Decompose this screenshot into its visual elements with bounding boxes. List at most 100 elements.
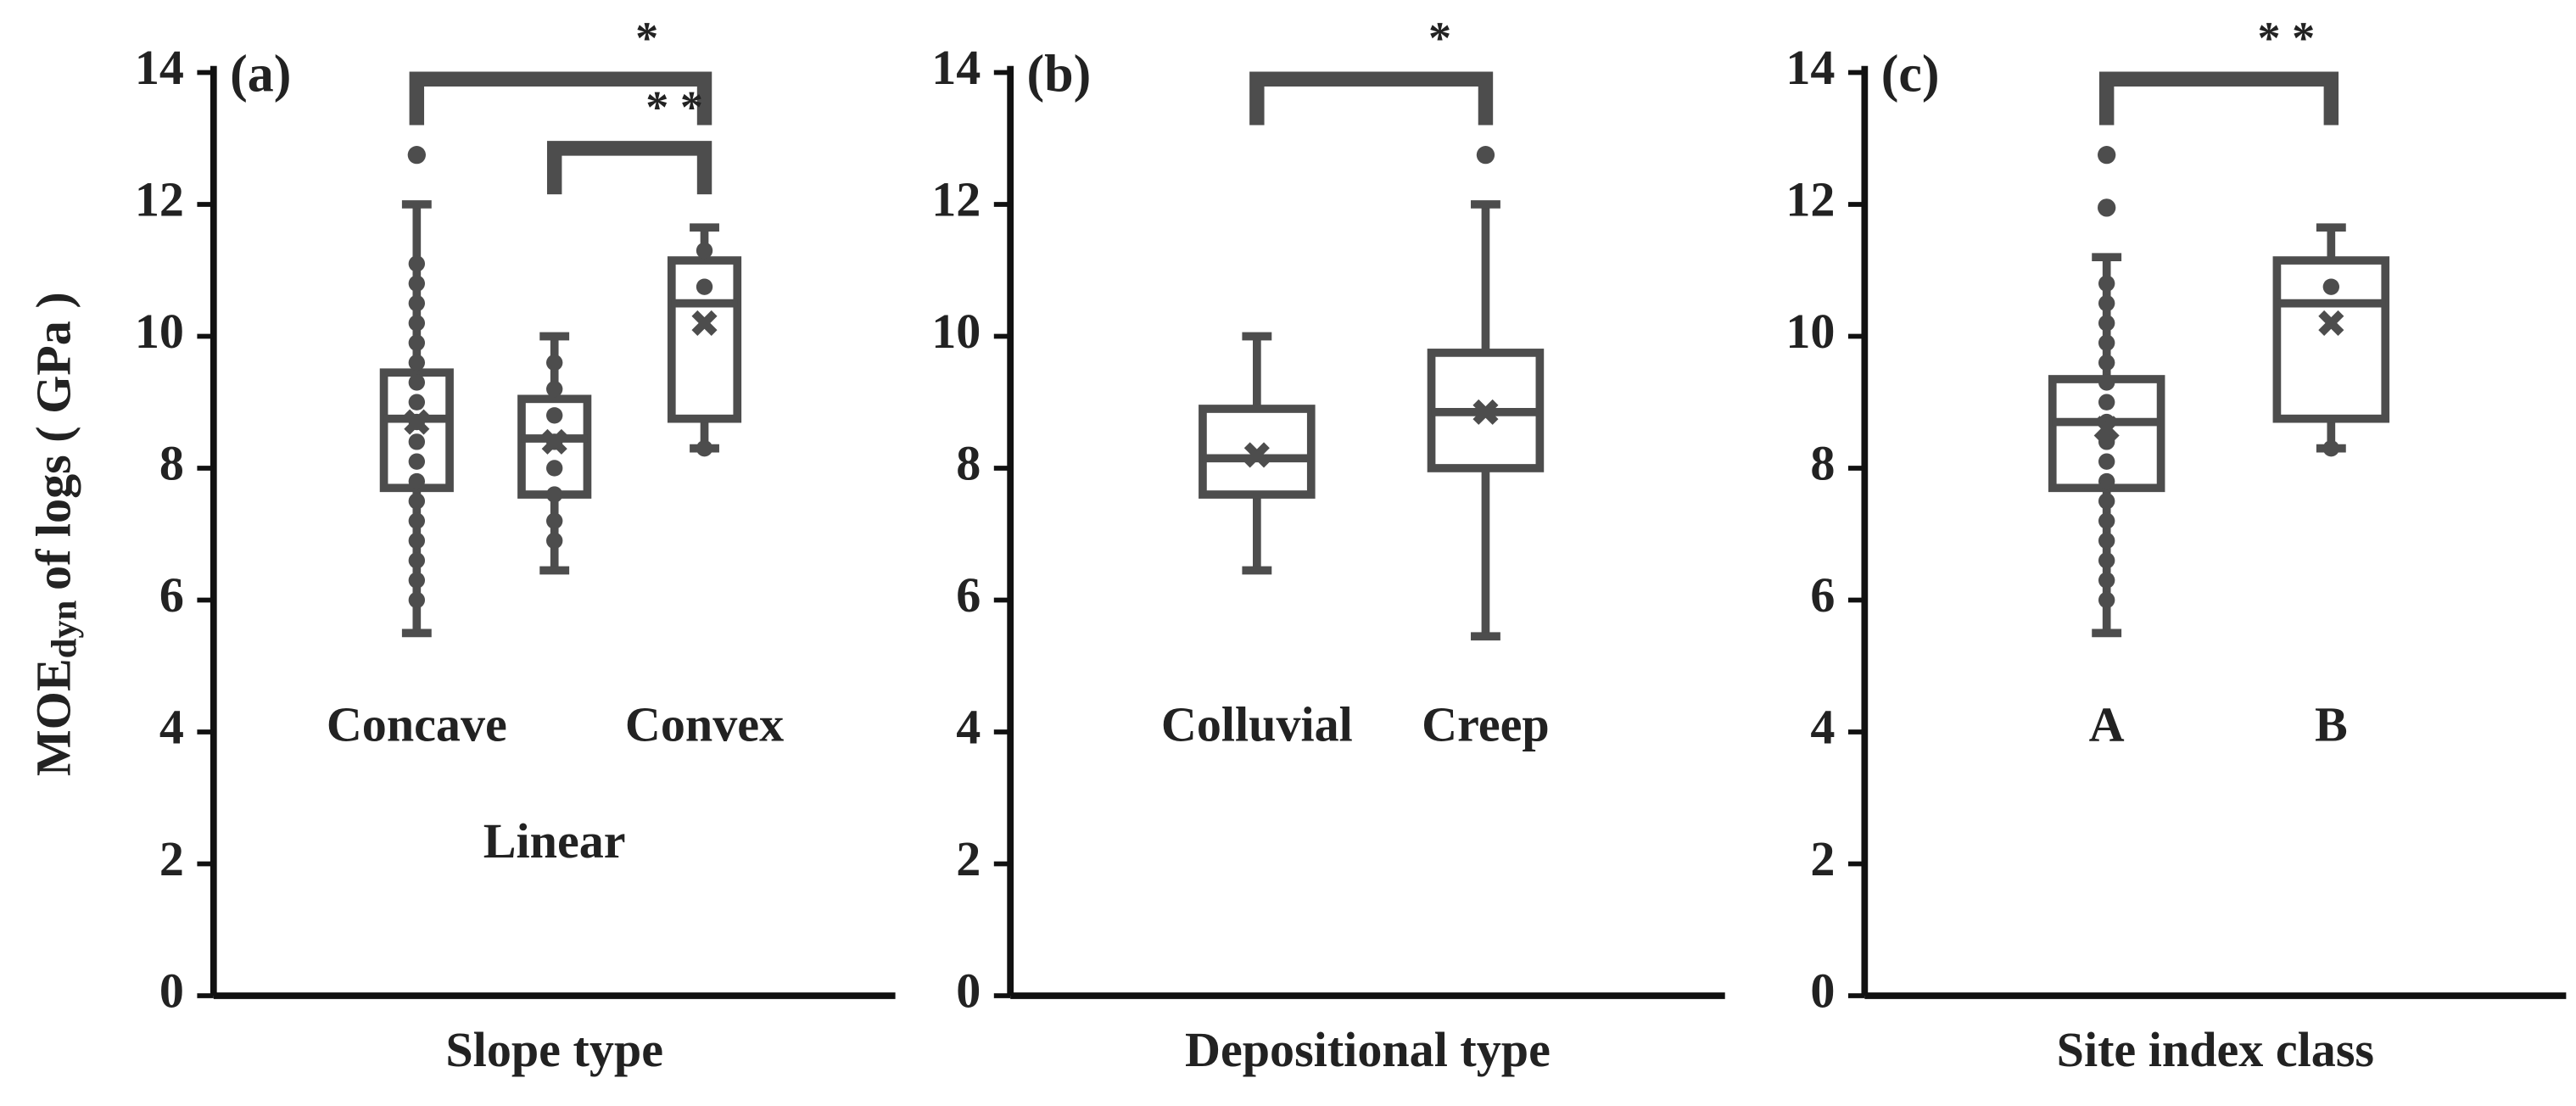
data-point xyxy=(696,242,713,260)
y-tick-label: 2 xyxy=(956,831,981,886)
data-point xyxy=(408,532,426,550)
category-label: Convex xyxy=(625,697,784,752)
data-point xyxy=(408,433,426,450)
data-point xyxy=(2098,552,2115,569)
data-point xyxy=(2098,591,2115,609)
y-tick-label: 10 xyxy=(1785,304,1835,359)
x-axis-title: Depositional type xyxy=(1185,1022,1551,1077)
data-point xyxy=(408,453,426,470)
y-tick-label: 12 xyxy=(1785,171,1835,226)
data-point xyxy=(408,591,426,609)
y-tick-label: 14 xyxy=(135,40,184,95)
data-point xyxy=(2098,294,2115,312)
y-tick-label: 14 xyxy=(931,40,981,95)
y-tick-label: 6 xyxy=(159,567,184,623)
y-tick-label: 4 xyxy=(1810,699,1835,754)
significance-bracket xyxy=(2098,71,2339,126)
mean-stroke xyxy=(1243,442,1270,468)
significance-label: * * xyxy=(645,82,703,133)
category-label: A xyxy=(2089,697,2125,752)
y-tick-label: 8 xyxy=(159,435,184,490)
panel-label: (b) xyxy=(1027,45,1092,103)
mean-stroke xyxy=(691,310,718,336)
data-point xyxy=(408,472,426,490)
mean-marker xyxy=(1243,442,1270,468)
data-point xyxy=(408,493,426,510)
mean-marker xyxy=(2318,310,2344,336)
x-axis-title: Slope type xyxy=(445,1022,663,1077)
y-tick-label: 8 xyxy=(1810,435,1835,490)
y-axis-title-sub: dyn xyxy=(44,600,84,658)
mean-stroke xyxy=(2318,310,2344,336)
data-point xyxy=(546,460,563,477)
mean-marker xyxy=(404,409,430,435)
mean-marker xyxy=(2093,416,2120,442)
category-label: Creep xyxy=(1422,697,1550,752)
data-point xyxy=(408,354,426,371)
panel-label: (a) xyxy=(230,45,291,103)
category-label: Concave xyxy=(327,697,507,752)
mean-stroke xyxy=(404,409,430,435)
y-axis-title-rest: of logs ( GPa ) xyxy=(26,292,81,590)
data-point xyxy=(2098,374,2115,391)
data-point xyxy=(408,512,426,529)
mean-stroke xyxy=(541,428,567,455)
significance-bracket xyxy=(546,141,712,195)
significance-label: * xyxy=(635,13,658,64)
y-tick-label: 8 xyxy=(956,435,981,490)
y-axis-title: MOEdyn of logs ( GPa ) xyxy=(26,292,84,776)
data-point xyxy=(546,380,563,398)
data-point xyxy=(2098,472,2115,490)
significance-label: * xyxy=(1428,13,1451,64)
mean-marker xyxy=(691,310,718,336)
data-point xyxy=(2098,275,2115,292)
significance-bracket xyxy=(409,71,712,126)
y-tick-label: 2 xyxy=(159,831,184,886)
data-point xyxy=(2098,354,2115,371)
data-point xyxy=(408,394,426,411)
significance-bracket xyxy=(1249,71,1494,126)
y-tick-label: 6 xyxy=(1810,567,1835,623)
mean-marker xyxy=(1472,399,1499,425)
y-tick-label: 4 xyxy=(159,699,184,754)
data-point xyxy=(408,255,426,272)
category-label: Colluvial xyxy=(1161,697,1353,752)
data-point xyxy=(2098,572,2115,589)
data-point xyxy=(408,572,426,589)
y-tick-label: 0 xyxy=(956,963,981,1018)
y-tick-label: 0 xyxy=(1810,963,1835,1018)
y-tick-label: 10 xyxy=(135,304,184,359)
data-point xyxy=(2098,315,2115,332)
y-tick-label: 0 xyxy=(159,963,184,1018)
data-point xyxy=(408,374,426,391)
y-tick-label: 14 xyxy=(1785,40,1835,95)
category-label: Linear xyxy=(483,813,626,869)
data-point xyxy=(546,512,563,529)
data-point xyxy=(408,275,426,292)
data-point xyxy=(546,532,563,550)
data-point xyxy=(696,278,713,295)
y-tick-label: 4 xyxy=(956,699,981,754)
outlier xyxy=(2098,198,2116,217)
y-axis-title-main: MOE xyxy=(26,658,81,776)
outlier xyxy=(407,146,426,165)
y-tick-label: 12 xyxy=(135,171,184,226)
panel-label: (c) xyxy=(1881,45,1940,103)
mean-stroke xyxy=(1472,399,1499,425)
y-tick-label: 6 xyxy=(956,567,981,623)
mean-stroke xyxy=(2093,416,2120,442)
data-point xyxy=(546,354,563,371)
data-point xyxy=(408,334,426,351)
y-tick-label: 10 xyxy=(931,304,981,359)
data-point xyxy=(546,486,563,503)
y-tick-label: 12 xyxy=(931,171,981,226)
data-point xyxy=(2098,453,2115,470)
outlier xyxy=(1476,146,1495,165)
data-point xyxy=(2322,439,2340,457)
mean-marker xyxy=(541,428,567,455)
outlier xyxy=(2098,146,2116,165)
data-point xyxy=(546,407,563,424)
data-point xyxy=(696,439,713,457)
significance-label: * * xyxy=(2257,13,2315,64)
